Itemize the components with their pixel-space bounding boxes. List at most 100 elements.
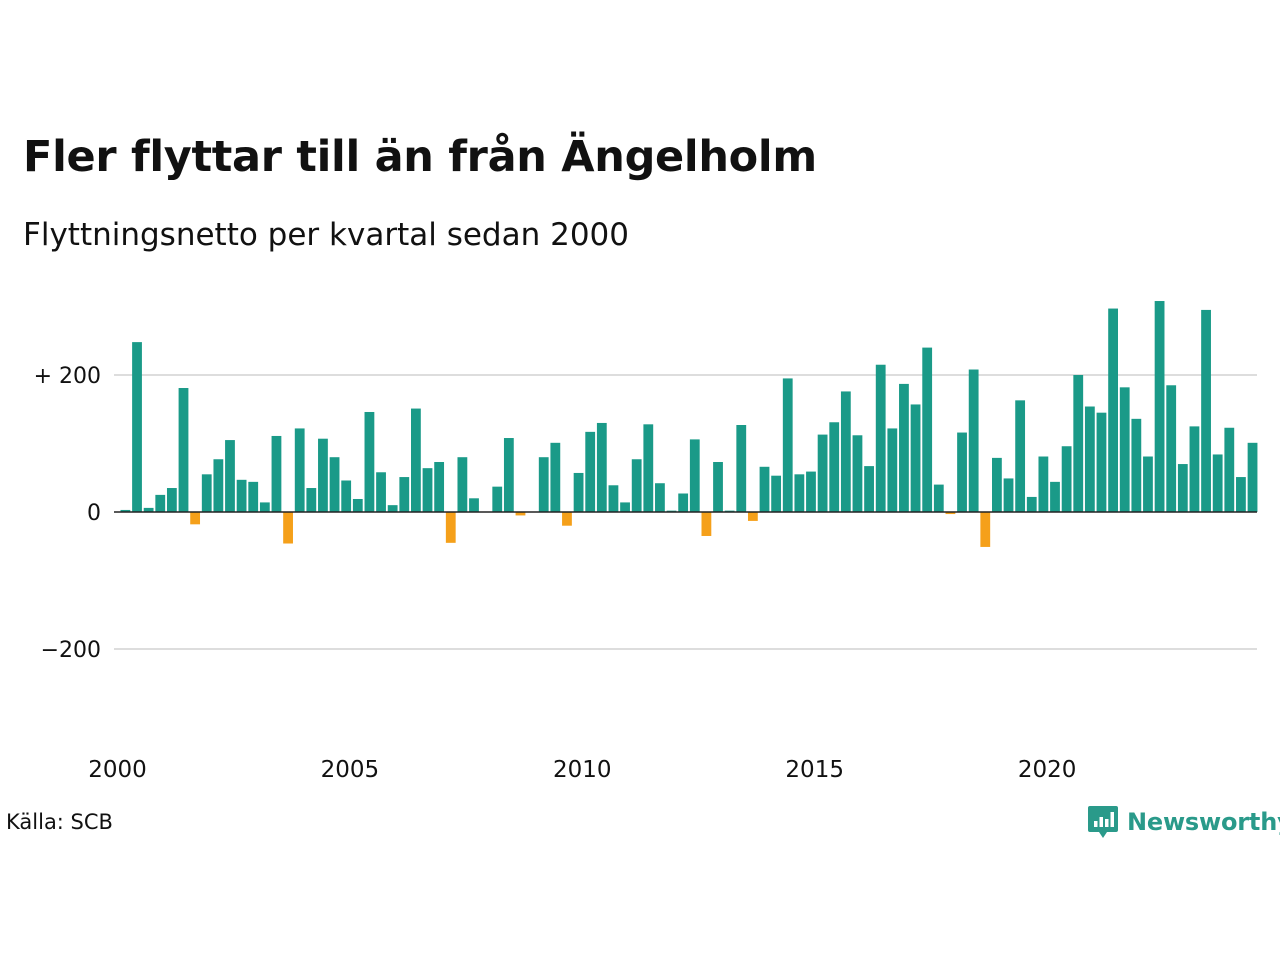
bar [422,468,433,512]
bar [1177,464,1188,512]
chart-subtitle: Flyttningsnetto per kvartal sedan 2000 [23,217,629,253]
bar [1247,442,1258,512]
bar [585,431,596,513]
bar [910,404,921,512]
bar [1015,400,1026,512]
bar [120,509,131,512]
bar [1038,456,1049,512]
bar [608,485,619,512]
bar [678,493,689,512]
bar [631,459,642,512]
bar [236,479,247,513]
bar [899,383,909,512]
bar [341,480,352,512]
bar [1003,478,1014,513]
bar [1166,385,1177,512]
bar [643,424,654,512]
bar [922,347,933,512]
bar [782,378,793,512]
bar [1189,426,1200,513]
bar [469,498,479,512]
bar [840,391,851,512]
bar [283,512,293,544]
bar [1026,496,1037,512]
bar [933,484,944,512]
bar [364,411,375,512]
bar [1108,308,1118,512]
bar [178,388,189,512]
brand-name: Newsworthy [1127,808,1280,836]
bar [980,512,991,547]
source-note: Källa: SCB [6,810,113,834]
bar [248,481,259,512]
bar [968,369,979,512]
bar [1143,456,1153,512]
bar [562,512,572,526]
bar [329,457,340,512]
bar [852,435,863,512]
bar [1224,427,1235,513]
bar [736,425,747,512]
bar [1201,309,1211,512]
bar [817,434,828,513]
x-tick-label: 2005 [321,757,380,783]
bar [620,502,630,512]
bar [1154,301,1165,512]
bar [306,488,317,512]
bar [166,488,177,512]
bar [550,442,561,512]
brand-logo[interactable]: Newsworthy [1087,804,1280,840]
bar [701,512,712,536]
bar [132,342,142,512]
bar [806,471,816,512]
bar [259,502,270,512]
x-tick-label: 2010 [553,757,612,783]
bar [992,457,1002,512]
axes: + 200 0 −200 2000 2005 2010 2015 2020 [34,364,1257,783]
x-tick-label: 2020 [1018,757,1077,783]
bar [434,462,445,513]
bar [875,364,886,513]
bar [399,477,410,512]
bar [515,512,526,516]
bar [538,457,549,512]
x-tick-label: 2000 [88,757,147,783]
y-tick-label: −200 [41,638,101,663]
bar [1212,454,1223,512]
bar [829,422,840,512]
bar [1050,481,1060,512]
bar [213,459,224,512]
bar [887,428,898,512]
bar [225,440,235,512]
bar [318,438,328,512]
bar [1119,387,1130,512]
bar [190,512,201,525]
bar [794,474,805,512]
bar [713,462,723,513]
newsworthy-logo-icon [1088,806,1118,838]
bar [864,466,874,513]
bar [1061,446,1072,512]
bars [120,301,1258,547]
y-tick-label: 0 [87,501,101,526]
bar [411,408,421,512]
bar [747,512,758,521]
bar [689,439,700,512]
bar [1073,375,1084,512]
bar [352,498,363,513]
y-tick-label: + 200 [34,364,101,389]
bar [1131,418,1142,512]
gridlines [114,374,1257,650]
bar [503,438,514,512]
bar [1236,477,1246,512]
bar [492,486,503,512]
x-tick-label: 2015 [785,757,844,783]
bar [1084,406,1095,512]
bar [201,474,212,512]
bar [143,507,154,512]
bar [445,512,456,543]
bar [387,505,398,512]
bar [771,475,782,512]
bar [457,457,468,512]
